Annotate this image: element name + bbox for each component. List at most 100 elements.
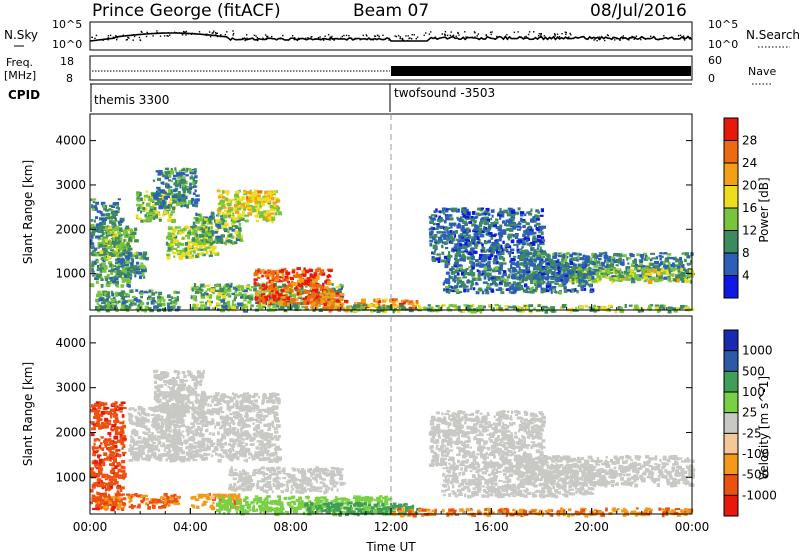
- cpid-entry-twofsound: twofsound -3503: [394, 86, 495, 100]
- heatmap-cell: [99, 244, 103, 248]
- heatmap-cell: [553, 256, 556, 259]
- heatmap-cell: [504, 249, 508, 251]
- noise-search-dot: [608, 35, 609, 36]
- heatmap-cell: [454, 285, 458, 288]
- heatmap-cell: [247, 207, 252, 209]
- heatmap-cell: [126, 284, 130, 287]
- noise-search-dot: [318, 37, 319, 38]
- noise-search-dot: [342, 36, 343, 37]
- heatmap-cell: [486, 287, 489, 290]
- heatmap-cell: [385, 299, 388, 302]
- heatmap-cell: [499, 225, 502, 228]
- heatmap-cell: [279, 270, 284, 273]
- heatmap-cell: [438, 210, 441, 213]
- heatmap-cell: [524, 265, 529, 267]
- heatmap-cell: [332, 294, 336, 298]
- heatmap-cell: [104, 223, 106, 225]
- noise-search-dot: [220, 36, 221, 37]
- heatmap-cell: [264, 287, 267, 289]
- heatmap-cell: [251, 198, 254, 201]
- heatmap-cell: [678, 270, 680, 273]
- heatmap-cell: [110, 249, 114, 251]
- heatmap-cell: [146, 212, 149, 215]
- heatmap-cell: [250, 306, 253, 308]
- heatmap-cell: [644, 276, 648, 279]
- heatmap-cell: [281, 296, 285, 299]
- heatmap-cell: [446, 272, 450, 274]
- noise-search-dot: [363, 35, 364, 36]
- heatmap-cell: [496, 251, 500, 254]
- heatmap-cell: [323, 290, 326, 293]
- heatmap-cell: [103, 256, 106, 259]
- heatmap-cell: [209, 255, 213, 257]
- noise-search-dot: [233, 33, 234, 34]
- noise-search-dot: [557, 34, 558, 35]
- heatmap-cell: [560, 253, 562, 255]
- heatmap-cell: [689, 270, 691, 273]
- noise-search-dot: [396, 36, 397, 37]
- heatmap-cell: [100, 278, 103, 281]
- heatmap-cell: [629, 279, 632, 281]
- heatmap-cell: [170, 171, 174, 175]
- heatmap-cell: [617, 276, 620, 278]
- heatmap-cell: [536, 218, 539, 221]
- heatmap-cell: [511, 275, 516, 279]
- heatmap-cell: [328, 269, 332, 272]
- heatmap-cell: [235, 217, 240, 219]
- heatmap-cell: [392, 306, 397, 309]
- heatmap-cell: [557, 279, 561, 282]
- heatmap-cell: [154, 197, 159, 200]
- heatmap-cell: [246, 196, 248, 199]
- heatmap-cell: [504, 279, 509, 282]
- heatmap-cell: [118, 198, 121, 200]
- noise-search-dot: [183, 31, 184, 32]
- heatmap-cell: [91, 219, 93, 222]
- heatmap-cell: [498, 307, 503, 309]
- heatmap-cell: [223, 206, 227, 209]
- heatmap-cell: [134, 303, 137, 306]
- noise-search-dot: [635, 37, 636, 38]
- heatmap-cell: [541, 252, 546, 255]
- heatmap-cell: [200, 301, 205, 303]
- heatmap-cell: [225, 190, 230, 193]
- noise-search-dot: [491, 31, 492, 32]
- noise-search-dot: [133, 34, 134, 35]
- heatmap-cell: [588, 276, 592, 279]
- heatmap-cell: [225, 305, 228, 309]
- noise-search-dot: [199, 31, 200, 32]
- heatmap-cell: [97, 291, 100, 295]
- heatmap-cell: [153, 180, 155, 182]
- heatmap-cell: [572, 278, 575, 282]
- heatmap-cell: [94, 248, 98, 251]
- heatmap-cell: [596, 278, 598, 280]
- heatmap-cell: [629, 254, 632, 257]
- heatmap-cell: [238, 292, 241, 294]
- heatmap-cell: [453, 208, 458, 211]
- heatmap-cell: [172, 195, 177, 198]
- heatmap-cell: [520, 218, 523, 222]
- heatmap-cell: [520, 211, 525, 214]
- heatmap-cell: [307, 280, 310, 283]
- heatmap-cell: [254, 189, 258, 192]
- heatmap-cell: [263, 218, 266, 221]
- heatmap-cell: [449, 269, 453, 271]
- heatmap-cell: [580, 282, 583, 284]
- heatmap-cell: [122, 269, 125, 273]
- heatmap-cell: [262, 298, 266, 302]
- heatmap-cell: [484, 266, 487, 270]
- heatmap-cell: [522, 225, 526, 228]
- heatmap-cell: [200, 234, 204, 237]
- heatmap-cell: [502, 241, 504, 244]
- heatmap-cell: [169, 186, 172, 188]
- heatmap-cell: [446, 290, 449, 293]
- noise-search-dot: [346, 35, 347, 36]
- heatmap-cell: [130, 302, 134, 304]
- noise-search-dot: [221, 36, 222, 37]
- heatmap-cell: [175, 226, 178, 229]
- heatmap-cell: [293, 274, 297, 278]
- heatmap-cell: [110, 216, 112, 219]
- noise-search-dot: [279, 38, 280, 39]
- heatmap-cell: [508, 234, 511, 238]
- heatmap-cell: [203, 221, 207, 224]
- noise-search-dot: [182, 34, 183, 35]
